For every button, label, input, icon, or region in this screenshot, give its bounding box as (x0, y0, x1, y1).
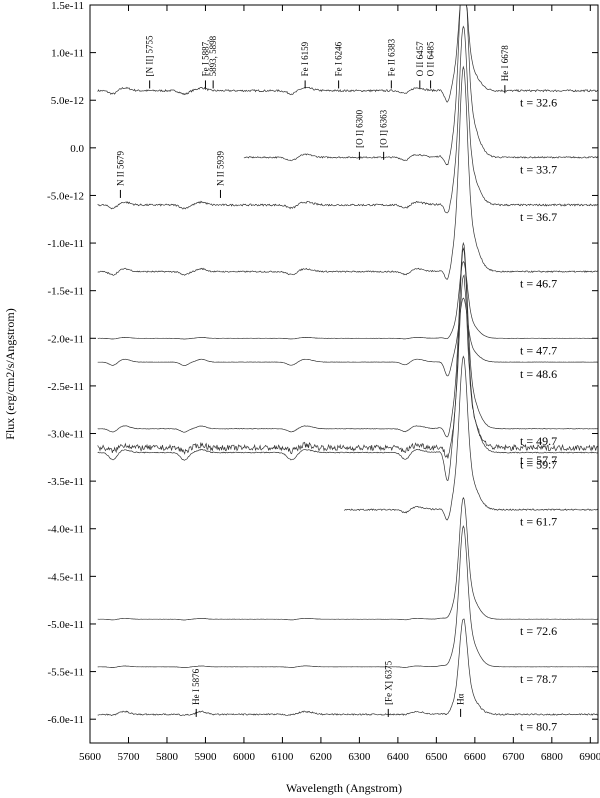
y-tick-label: -1.5e-11 (47, 286, 84, 298)
annotation-label-0: [N II] 5755 (145, 35, 155, 76)
annotation-label-15: Hα (456, 693, 466, 704)
epoch-label-48.6: t = 48.6 (520, 367, 557, 381)
x-tick-label: 6500 (425, 751, 448, 763)
spectrum-46.7 (97, 65, 599, 281)
spectrum-47.7 (97, 260, 599, 340)
spectrum-72.6 (97, 496, 599, 621)
epoch-label-33.7: t = 33.7 (520, 162, 557, 176)
y-tick-label: 1.0e-11 (51, 48, 84, 60)
spectrum-49.7 (97, 241, 599, 438)
x-tick-label: 6300 (348, 751, 371, 763)
x-tick-label: 5600 (79, 751, 102, 763)
y-tick-label: 1.5e-11 (51, 0, 84, 12)
x-tick-label: 5800 (156, 751, 179, 763)
epoch-label-46.7: t = 46.7 (520, 277, 557, 291)
spectrum-32.6 (97, 4, 599, 103)
x-tick-label: 5700 (117, 751, 140, 763)
spectrum-57.7 (97, 274, 599, 459)
annotation-label-10: [O I] 6363 (379, 109, 389, 147)
y-tick-label: -3.5e-11 (47, 476, 84, 488)
y-tick-label: -5.0e-11 (47, 619, 84, 631)
x-tick-label: 6600 (464, 751, 487, 763)
y-tick-label: -5.5e-11 (47, 667, 84, 679)
annotation-label-9: [O I] 6300 (354, 109, 364, 147)
x-tick-label: 5900 (194, 751, 217, 763)
annotation-label-7: O II 6485 (426, 41, 436, 76)
spectrum-36.7 (97, 25, 599, 214)
annotation-label-6: O II 6457 (415, 41, 425, 76)
x-tick-label: 6700 (502, 751, 525, 763)
x-tick-label: 6200 (310, 751, 333, 763)
annotation-label-3: Fe I 6159 (300, 41, 310, 76)
x-tick-label: 6800 (541, 751, 564, 763)
epoch-label-36.7: t = 36.7 (520, 210, 557, 224)
y-axis-title: Flux (erg/cm2/s/Angstrom) (3, 308, 17, 439)
y-tick-label: 5.0e-12 (51, 95, 84, 107)
axis-ticks: 5600 5700 5800 5900 6000 6100 6200 6300 6400 6500… (47, 0, 600, 763)
epoch-label-59.7: t = 59.7 (520, 458, 557, 472)
spectra-series (97, 4, 599, 717)
epoch-label-49.7: t = 49.7 (520, 434, 557, 448)
y-tick-label: -2.5e-11 (47, 381, 84, 393)
x-tick-label: 6100 (271, 751, 294, 763)
y-tick-label: -4.0e-11 (47, 524, 84, 536)
line-annotations: [N II] 5755 Fe I 5887,5893, 5898 Fe I 6159… (115, 35, 510, 717)
epoch-labels: t = 32.6 t = 33.7 t = 36.7 t = 46.7 t = 47.7… (520, 96, 557, 734)
y-tick-label: -1.0e-11 (47, 238, 84, 250)
annotation-label-11: N II 5679 (115, 150, 125, 185)
epoch-label-80.7: t = 80.7 (520, 719, 557, 733)
annotation-label-12: N II 5939 (215, 150, 225, 185)
spectrum-78.7 (97, 525, 599, 668)
spectrum-33.7 (243, 4, 599, 166)
spectrum-59.7 (97, 246, 599, 481)
plot-frame (89, 4, 599, 744)
epoch-label-78.7: t = 78.7 (520, 672, 557, 686)
x-axis-title: Wavelength (Angstrom) (286, 781, 402, 795)
epoch-label-72.6: t = 72.6 (520, 624, 557, 638)
y-tick-label: -2.0e-11 (47, 333, 84, 345)
y-tick-label: 0.0 (70, 143, 84, 155)
y-tick-label: -6.0e-11 (47, 714, 84, 726)
y-tick-label: -4.5e-11 (47, 571, 84, 583)
annotation-label-5: Fe II 6383 (386, 38, 396, 76)
annotation-label-1: Fe I 5887, (200, 40, 210, 77)
epoch-label-32.6: t = 32.6 (520, 96, 557, 110)
annotation-label-2: 5893, 5898 (208, 35, 218, 76)
epoch-label-57.7: t = 57.7 (520, 453, 557, 467)
annotation-label-8: He I 6678 (500, 45, 510, 81)
annotation-label-13: He I 5876 (191, 668, 201, 704)
spectrum-48.6 (97, 297, 599, 377)
y-tick-label: -3.0e-11 (47, 429, 84, 441)
annotation-label-14: [Fe X] 6375 (383, 660, 393, 704)
y-tick-label: -5.0e-12 (47, 190, 84, 202)
spectrum-80.7 (97, 618, 599, 717)
epoch-label-47.7: t = 47.7 (520, 343, 557, 357)
spectrum-61.7 (343, 355, 599, 521)
x-tick-label: 6900 (579, 751, 600, 763)
epoch-label-61.7: t = 61.7 (520, 515, 557, 529)
x-tick-label: 6400 (387, 751, 410, 763)
annotation-label-4: Fe I 6246 (334, 41, 344, 76)
x-tick-label: 6000 (233, 751, 256, 763)
